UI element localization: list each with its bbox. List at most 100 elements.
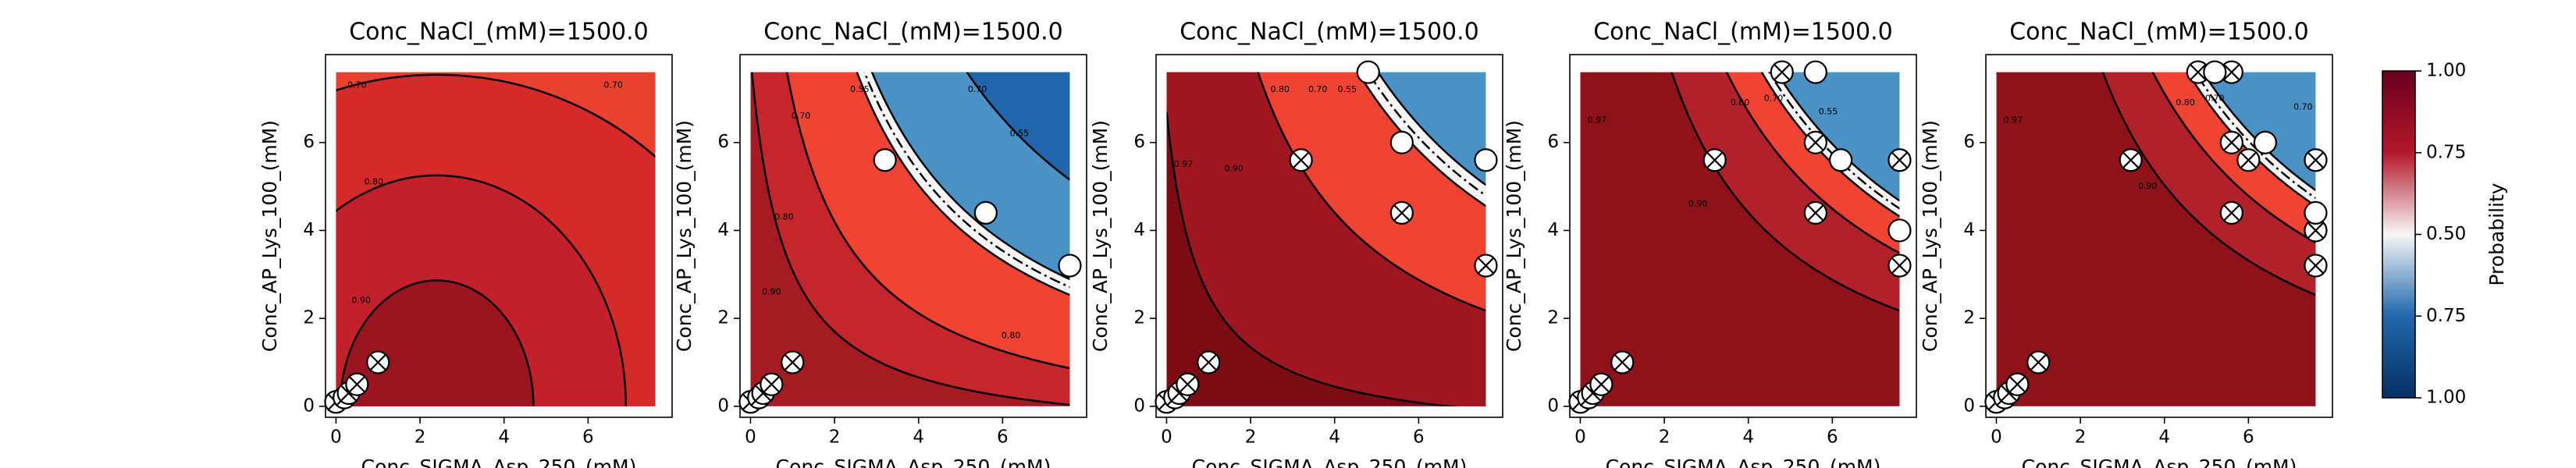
- x-tick-label: 0: [1161, 427, 1172, 448]
- y-tick-label: 4: [1963, 220, 1975, 240]
- point: [1474, 148, 1498, 172]
- contour-label: 0.55: [1010, 128, 1030, 138]
- y-tick-label: 6: [303, 132, 315, 152]
- contour-label: 0.70: [1308, 84, 1328, 94]
- contour-line: [856, 72, 1070, 296]
- contour-label: 0.80: [1731, 98, 1750, 108]
- contour-region: [1378, 72, 1486, 186]
- point: [1389, 130, 1414, 154]
- contour-line: [1166, 112, 1457, 406]
- panel: 0.97 0.90 0.80 0.70 0.55 0 2 4 6 0 2 4 6 Conc_NaCl_(m…: [1503, 19, 1917, 468]
- points: [738, 148, 1082, 414]
- contour-label: 0.80: [2176, 98, 2195, 108]
- x-axis-label: Conc_SIGMA_Asp_250_(mM): [1192, 456, 1468, 468]
- contour-line: [1357, 72, 1486, 207]
- contour-label: 0.80: [774, 212, 794, 222]
- x-tick-label: 0: [1991, 427, 2002, 448]
- contour-label: 0.80: [1002, 331, 1021, 341]
- point-cross: [2223, 134, 2240, 151]
- colorbar-tick-label: 1.00: [2426, 388, 2466, 408]
- point-cross: [784, 354, 801, 370]
- contour-label: 0.55: [1819, 106, 1838, 116]
- contour-label: 0.90: [1688, 199, 1708, 209]
- contour-label: 0.70: [792, 111, 811, 121]
- decision-line: [2194, 72, 2316, 200]
- y-axis-label: Conc_AP_Lys_100_(mM): [673, 120, 696, 352]
- point: [1058, 254, 1082, 278]
- point-cross: [1200, 354, 1217, 370]
- x-axis-label: Conc_SIGMA_Asp_250_(mM): [776, 456, 1051, 468]
- contour-fill: 0.97 0.90 0.80 0.70 0.70: [1996, 72, 2316, 406]
- y-tick-label: 0: [1133, 395, 1145, 416]
- y-tick-label: 6: [1133, 132, 1145, 152]
- colorbar: [2382, 70, 2416, 399]
- x-tick-label: 4: [913, 427, 924, 448]
- y-tick-label: 4: [717, 220, 729, 240]
- contour-fill: 0.97 0.90 0.80 0.70 0.55: [1580, 72, 1900, 406]
- colorbar-label: Probability: [2485, 183, 2508, 285]
- contour-fill: 0.70 0.70 0.80 0.90: [336, 72, 656, 406]
- y-tick-label: 0: [303, 395, 315, 416]
- contour-fill: 0.70 0.80 0.90 0.55 0.55 0.70 0.80: [750, 72, 1070, 406]
- y-tick-label: 2: [717, 308, 729, 328]
- contour-label: 0.70: [968, 84, 987, 94]
- contour-region: [1777, 72, 1900, 201]
- contour-region: [966, 72, 1070, 180]
- y-axis-label: Conc_AP_Lys_100_(mM): [1089, 120, 1112, 352]
- y-tick-label: 0: [717, 395, 729, 416]
- y-tick-label: 6: [1963, 132, 1975, 152]
- panel: 0.97 0.90 0.80 0.70 0.55 0 2 4 6 0 2 4 6 Conc_NaCl_(m…: [1089, 19, 1503, 468]
- contour-region: [2202, 72, 2316, 190]
- point-cross: [1807, 204, 1824, 222]
- point: [1356, 60, 1380, 84]
- contour-label: 0.80: [1271, 84, 1290, 94]
- point-cross: [1179, 376, 1196, 393]
- contour-line: [2101, 72, 2316, 296]
- point-cross: [2307, 151, 2324, 168]
- point-cross: [2009, 376, 2026, 393]
- y-tick-label: 4: [303, 220, 315, 240]
- x-tick-label: 4: [2158, 427, 2170, 448]
- decision-line: [863, 72, 1070, 289]
- point-cross: [2223, 64, 2240, 80]
- colorbar-tick-label: 0.75: [2426, 306, 2466, 326]
- contour-label: 0.90: [351, 296, 371, 306]
- x-tick-label: 2: [2075, 427, 2087, 448]
- contour-line: [1376, 72, 1486, 186]
- y-axis-label: Conc_AP_Lys_100_(mM): [1919, 120, 1941, 352]
- x-tick-label: 6: [997, 427, 1009, 448]
- axes-frame: [325, 54, 673, 418]
- panel: 0.70 0.70 0.80 0.90 0 2 4 6 0 2 4 6 Conc_NaCl_(mM)=1…: [258, 19, 673, 468]
- points: [1984, 60, 2328, 414]
- x-tick-label: 2: [415, 427, 426, 448]
- axes-frame: [1985, 54, 2333, 418]
- contour-label: 0.70: [2205, 93, 2225, 103]
- x-tick-label: 0: [330, 427, 342, 448]
- panel-title: Conc_NaCl_(mM)=1500.0: [349, 19, 649, 46]
- x-axis-label: Conc_SIGMA_Asp_250_(mM): [1606, 456, 1881, 468]
- x-tick-label: 2: [1245, 427, 1257, 448]
- point-cross: [2307, 222, 2324, 239]
- point: [1829, 148, 1853, 172]
- contour-line: [870, 72, 1070, 281]
- y-tick-label: 0: [1547, 395, 1559, 416]
- y-tick-label: 0: [1963, 395, 1975, 416]
- x-tick-label: 6: [1827, 427, 1838, 448]
- point-cross: [2223, 204, 2240, 222]
- point-cross: [1807, 134, 1824, 151]
- contour-line: [751, 72, 1070, 406]
- contour-line: [2151, 72, 2316, 244]
- contour-label: 0.55: [1338, 84, 1357, 94]
- panel: 0.70 0.80 0.90 0.55 0.55 0.70 0.80 0 2 4 6 0 2 4 6 Conc…: [673, 19, 1087, 468]
- point-cross: [1614, 354, 1631, 370]
- colorbar-tick-label: 0.75: [2426, 142, 2466, 162]
- point: [1803, 60, 1827, 84]
- point-cross: [1891, 151, 1908, 168]
- axes-frame: [739, 54, 1087, 418]
- y-tick-label: 4: [1133, 220, 1145, 240]
- contour-line: [2186, 72, 2316, 207]
- colorbar-tick-label: 1.00: [2426, 61, 2466, 81]
- contour-region: [339, 279, 535, 406]
- axes-frame: [1569, 54, 1917, 418]
- panel-title: Conc_NaCl_(mM)=1500.0: [2009, 19, 2309, 46]
